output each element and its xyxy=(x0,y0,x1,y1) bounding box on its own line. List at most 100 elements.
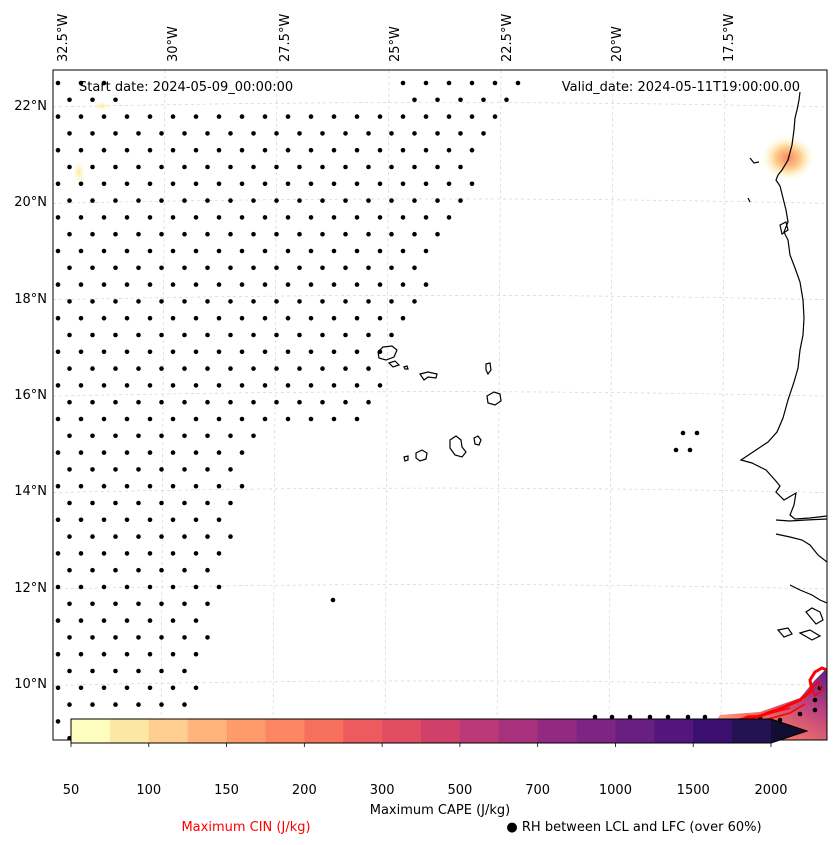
rh-dot xyxy=(193,517,199,523)
rh-dot xyxy=(216,248,222,254)
rh-dot xyxy=(205,231,210,237)
island-fogo xyxy=(415,449,428,462)
rh-dot xyxy=(147,282,153,287)
colorbar-tick-label: 700 xyxy=(525,783,550,798)
gridline-lon xyxy=(160,70,166,740)
rh-dot xyxy=(812,707,818,713)
rh-dot xyxy=(400,114,406,119)
rh-dot xyxy=(458,97,463,103)
rh-dot xyxy=(101,80,107,86)
rh-dot xyxy=(67,601,72,607)
rh-dot xyxy=(159,131,164,136)
coastline-banc-arguin xyxy=(779,221,789,235)
rh-dot xyxy=(182,231,187,237)
rh-dot xyxy=(331,181,337,187)
rh-dot xyxy=(694,430,700,436)
rh-dot xyxy=(113,567,118,573)
rh-dot xyxy=(435,198,440,203)
rh-dot xyxy=(239,114,245,119)
rh-dot xyxy=(320,332,325,338)
rh-dot xyxy=(193,147,199,153)
rh-dot xyxy=(78,685,84,691)
rh-dot xyxy=(239,483,245,489)
rh-dot xyxy=(228,332,233,338)
rh-dot xyxy=(205,299,210,304)
rh-dot xyxy=(205,601,210,607)
rh-dot xyxy=(469,114,475,119)
start-date-text: Start date: 2024-05-09_00:00:00 xyxy=(79,80,293,95)
lon-label: 22.5°W xyxy=(500,14,515,62)
latitude-labels: 22°N 20°N 18°N 16°N 14°N 12°N 10°N xyxy=(14,99,47,692)
rh-dot xyxy=(193,551,199,556)
rh-dot xyxy=(251,198,256,203)
rh-dot xyxy=(113,97,118,103)
rh-dot xyxy=(412,198,417,203)
rh-dot xyxy=(101,551,107,556)
rh-dot xyxy=(469,181,475,187)
rh-dot xyxy=(239,349,245,355)
colorbar-outline xyxy=(70,718,809,744)
rh-dot xyxy=(136,366,141,371)
rh-dot xyxy=(90,198,95,203)
rh-dot xyxy=(113,668,118,674)
rh-dot xyxy=(285,416,291,422)
rh-dot xyxy=(228,231,233,237)
rh-dot xyxy=(193,483,199,489)
rh-dot xyxy=(170,618,176,623)
rh-dot xyxy=(797,711,803,717)
rh-dot xyxy=(147,551,153,556)
rh-dot xyxy=(182,534,187,539)
rh-dot xyxy=(331,147,337,153)
island-santiago xyxy=(449,435,467,458)
island-sal xyxy=(485,362,492,376)
rh-dot xyxy=(90,399,95,405)
rh-dot xyxy=(366,198,371,203)
lat-label: 22°N xyxy=(14,99,47,114)
rh-dot xyxy=(67,702,72,707)
rh-dot xyxy=(216,551,222,556)
rh-dot xyxy=(124,618,130,623)
rh-dot xyxy=(274,399,279,405)
rh-dot xyxy=(159,433,164,439)
rh-dot xyxy=(228,500,233,506)
rh-dot xyxy=(308,114,314,119)
rh-dot xyxy=(665,714,671,720)
rh-dot xyxy=(239,315,245,321)
rh-dot xyxy=(170,651,176,657)
rh-legend-label: ● RH between LCL and LFC (over 60%) xyxy=(506,820,761,835)
rh-dot xyxy=(228,399,233,405)
rh-dot xyxy=(78,147,84,153)
rh-dot xyxy=(182,601,187,607)
rh-dot xyxy=(285,114,291,119)
rh-dot xyxy=(320,399,325,405)
rh-dot xyxy=(354,315,360,321)
rh-dot xyxy=(101,450,107,455)
rh-dot xyxy=(55,618,61,623)
lon-label: 17.5°W xyxy=(722,14,737,62)
rh-dot xyxy=(354,282,360,287)
rh-dot xyxy=(67,500,72,506)
rh-dot xyxy=(239,147,245,153)
rh-dot xyxy=(331,282,337,287)
lon-label: 27.5°W xyxy=(278,14,293,62)
rh-dot xyxy=(308,383,314,388)
rh-dot xyxy=(812,697,818,703)
rh-dot xyxy=(366,299,371,304)
colorbar-swatch xyxy=(576,719,616,743)
rh-dot xyxy=(55,114,61,119)
rh-dot xyxy=(354,181,360,187)
rh-dot xyxy=(285,315,291,321)
rh-dot xyxy=(274,198,279,203)
rh-dot xyxy=(377,282,383,287)
rh-dot xyxy=(147,349,153,355)
rh-dot xyxy=(297,299,302,304)
rh-dot xyxy=(320,265,325,271)
rh-dot xyxy=(101,483,107,489)
cape-patch-west xyxy=(73,160,85,184)
rh-dot xyxy=(55,383,61,388)
rh-dot xyxy=(78,383,84,388)
rh-dot xyxy=(136,231,141,237)
rh-dot xyxy=(331,349,337,355)
rh-dot xyxy=(228,366,233,371)
rh-dot xyxy=(320,131,325,136)
